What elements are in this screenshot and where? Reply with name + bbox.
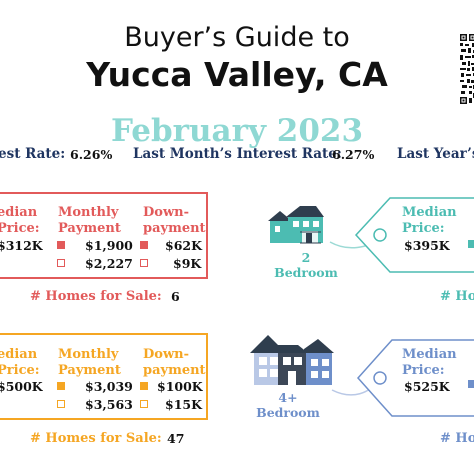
price-tag-icon	[331, 339, 474, 417]
last-year-rate-label: Last Year’s I	[397, 146, 474, 162]
qr-code-icon	[459, 33, 474, 105]
bedroom-label-2: 2 Bedroom	[274, 250, 338, 280]
square-outline-icon	[57, 400, 65, 408]
current-rate-value: 6.26%	[70, 147, 113, 162]
square-outline-icon	[140, 400, 148, 408]
monthly-payment-value-2: $3,563	[85, 397, 133, 412]
median-price-value: $312K	[0, 238, 43, 253]
tag-median-price-value: $395K	[404, 238, 450, 253]
square-filled-icon	[57, 382, 65, 390]
house-2-bedroom-icon	[268, 206, 324, 244]
down-payment-heading: Down-payment	[143, 347, 206, 378]
title-month: February 2023	[110, 113, 364, 149]
monthly-payment-heading: Monthly Payment	[58, 205, 121, 236]
homes-for-sale-label: # Homes for Sale:	[30, 289, 162, 304]
square-filled-icon	[140, 382, 148, 390]
square-filled-icon	[140, 241, 148, 249]
monthly-payment-value-1: $3,039	[85, 379, 133, 394]
price-panel-low	[0, 192, 208, 279]
median-price-heading: edian Price:	[0, 347, 40, 378]
monthly-payment-value-2: $2,227	[85, 256, 133, 271]
tag-median-price-heading: Median Price:	[402, 205, 457, 236]
current-rate-label: est Rate:	[0, 146, 66, 162]
down-payment-value-2: $15K	[165, 397, 202, 412]
homes-for-sale-value: 47	[167, 431, 185, 446]
house-4-bedroom-icon	[250, 335, 334, 385]
homes-for-sale-value: 6	[171, 289, 180, 304]
tag-homes-label: # Ho	[440, 431, 474, 446]
homes-for-sale-label: # Homes for Sale:	[30, 431, 162, 446]
tag-homes-label: # Ho	[440, 289, 474, 304]
last-month-rate-label: Last Month’s Interest Rate:	[133, 146, 342, 162]
down-payment-heading: Down-payment	[143, 205, 206, 236]
bedroom-label-4: 4+ Bedroom	[256, 390, 320, 420]
median-price-heading: edian Price:	[0, 205, 40, 236]
tag-median-price-heading: Median Price:	[402, 347, 457, 378]
price-panel-high	[0, 333, 208, 420]
down-payment-value-1: $100K	[157, 379, 203, 394]
title-line-1: Buyer’s Guide to	[124, 22, 350, 53]
square-filled-icon	[57, 241, 65, 249]
title-city: Yucca Valley, CA	[86, 55, 388, 94]
down-payment-value-1: $62K	[165, 238, 202, 253]
tag-median-price-value: $525K	[404, 379, 450, 394]
monthly-payment-value-1: $1,900	[85, 238, 133, 253]
square-outline-icon	[140, 259, 148, 267]
median-price-value: $500K	[0, 379, 43, 394]
down-payment-value-2: $9K	[173, 256, 202, 271]
monthly-payment-heading: Monthly Payment	[58, 347, 121, 378]
price-tag-icon	[329, 197, 474, 273]
square-outline-icon	[57, 259, 65, 267]
last-month-rate-value: 6.27%	[332, 147, 375, 162]
